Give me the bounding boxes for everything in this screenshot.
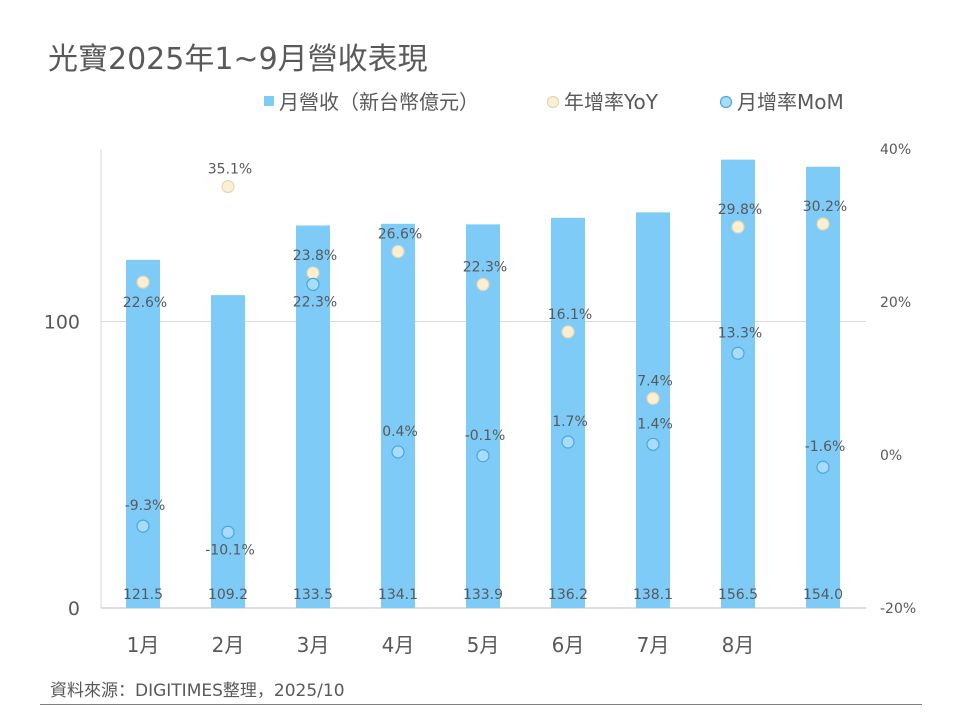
yoy-value-label: 16.1% (548, 307, 592, 323)
revenue-bar (211, 295, 245, 608)
yoy-value-label: 23.8% (293, 248, 337, 264)
mom-value-label: -1.6% (805, 439, 846, 455)
x-category-label: 5月 (467, 633, 500, 657)
yoy-point (136, 275, 150, 289)
mom-value-label: -10.1% (205, 542, 255, 558)
yoy-value-label: 30.2% (803, 199, 847, 215)
yoy-value-label: 26.6% (378, 227, 422, 243)
bottom-divider (40, 704, 922, 705)
revenue-value-label: 136.2 (548, 587, 588, 603)
mom-point (136, 519, 150, 533)
revenue-bar (381, 223, 415, 608)
right-tick-label: 20% (880, 295, 911, 311)
revenue-bars (126, 159, 840, 609)
revenue-bar (551, 217, 585, 609)
legend-label-yoy: 年增率YoY (564, 90, 659, 114)
mom-point (391, 445, 405, 459)
yoy-value-label: 29.8% (718, 202, 762, 218)
mom-value-label: 1.7% (552, 414, 588, 430)
right-tick-label: -20% (880, 601, 916, 617)
yoy-point (561, 325, 575, 339)
x-category-label: 7月 (637, 633, 670, 657)
mom-point (561, 435, 575, 449)
revenue-bar (806, 166, 840, 609)
x-category-label: 1月 (127, 633, 160, 657)
yoy-value-label: 35.1% (208, 161, 252, 177)
yoy-value-label: 7.4% (637, 373, 673, 389)
legend-label-mom: 月增率MoM (737, 90, 844, 114)
revenue-bar (126, 259, 160, 608)
mom-point (476, 449, 490, 463)
mom-value-label: 0.4% (382, 424, 418, 440)
x-category-label: 3月 (297, 633, 330, 657)
legend-label-revenue: 月營收（新台幣億元） (279, 90, 479, 114)
revenue-value-label: 133.5 (293, 587, 333, 603)
legend-swatch-yoy (546, 95, 560, 109)
source-note: 資料來源：DIGITIMES整理，2025/10 (50, 681, 345, 701)
x-category-label: 8月 (722, 633, 755, 657)
revenue-bar (721, 159, 755, 608)
yoy-point (221, 179, 235, 194)
x-category-label: 4月 (382, 633, 415, 657)
revenue-value-label: 154.0 (803, 587, 843, 603)
revenue-bar (636, 212, 670, 608)
revenue-value-label: 134.1 (378, 587, 418, 603)
mom-value-label: 22.3% (293, 294, 337, 310)
yoy-point (476, 277, 490, 292)
left-tick-label: 0 (68, 598, 80, 620)
right-tick-label: 40% (880, 142, 911, 158)
data-labels: 121.5 109.2 133.5 134.1 133.9 136.2 138.1 156.5… (123, 161, 847, 603)
mom-point (646, 437, 660, 451)
mom-point (306, 277, 320, 292)
mom-value-label: -9.3% (125, 498, 166, 514)
right-tick-label: 0% (880, 448, 902, 464)
mom-value-label: 13.3% (718, 325, 762, 341)
legend-swatch-revenue (264, 96, 274, 106)
chart-title: 光寶2025年1~9月營收表現 (48, 42, 428, 77)
revenue-value-label: 109.2 (208, 587, 248, 603)
mom-value-label: -0.1% (465, 428, 506, 444)
yoy-point (306, 266, 320, 280)
revenue-value-label: 121.5 (123, 587, 163, 603)
yoy-point (391, 244, 405, 259)
legend-swatch-mom (719, 95, 733, 109)
x-category-label: 6月 (552, 633, 585, 657)
mom-point (731, 346, 745, 360)
revenue-value-label: 133.9 (463, 587, 503, 603)
legend: 月營收（新台幣億元） 年增率YoY 月增率MoM (264, 90, 844, 114)
revenue-value-label: 138.1 (633, 587, 673, 603)
yoy-point (816, 217, 830, 231)
revenue-value-label: 156.5 (718, 587, 758, 603)
left-tick-label: 100 (44, 312, 80, 334)
mom-point (816, 460, 830, 474)
yoy-point (646, 391, 660, 405)
yoy-point (731, 220, 745, 234)
rate-points (136, 179, 830, 539)
yoy-value-label: 22.3% (463, 259, 507, 275)
mom-value-label: 1.4% (637, 416, 673, 432)
x-category-label: 2月 (212, 633, 245, 657)
yoy-value-label: 22.6% (123, 295, 167, 311)
mom-point (221, 525, 235, 539)
